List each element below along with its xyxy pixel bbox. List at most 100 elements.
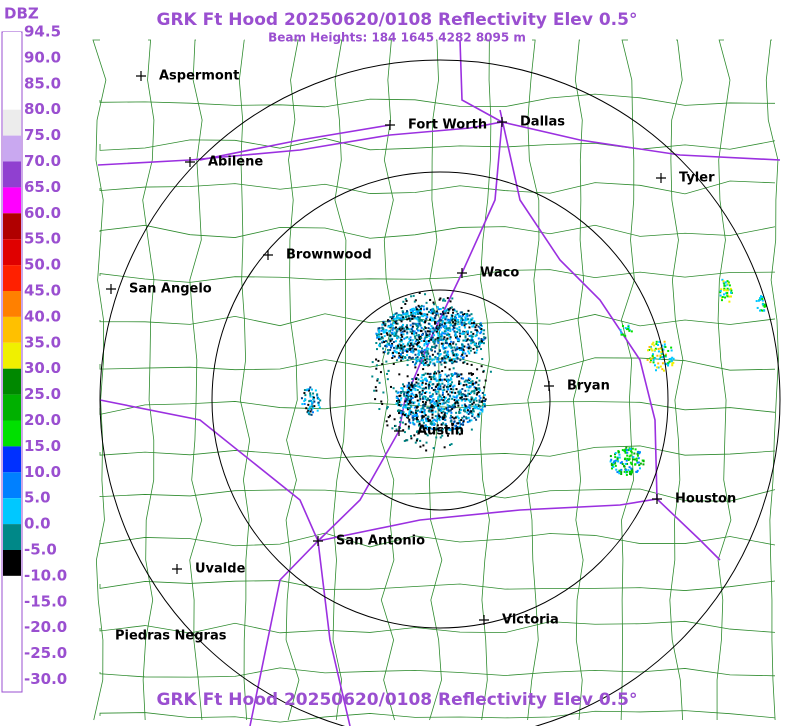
echo-pixel [443, 330, 446, 333]
echo-pixel [303, 402, 306, 405]
echo-pixel [452, 321, 455, 324]
echo-pixel [399, 426, 402, 429]
echo-pixel [453, 384, 456, 387]
echo-pixel [438, 371, 441, 374]
echo-pixel [480, 400, 483, 403]
echo-pixel [402, 383, 405, 386]
echo-pixel [441, 428, 444, 431]
echo-pixel [378, 338, 381, 341]
legend-label: 35.0 [24, 333, 61, 351]
county-line [92, 39, 107, 721]
echo-pixel [609, 455, 612, 458]
echo-pixel [410, 384, 413, 387]
echo-pixel [464, 316, 467, 319]
echo-pixel [450, 388, 453, 391]
echo-pixel [444, 312, 447, 315]
echo-pixel [386, 349, 389, 352]
echo-pixel [473, 382, 476, 385]
echo-pixel [443, 413, 446, 416]
echo-pixel [407, 407, 410, 410]
echo-pixel [426, 406, 429, 409]
echo-pixel [418, 338, 421, 341]
echo-pixel [424, 386, 427, 389]
legend-swatch [3, 239, 21, 266]
echo-pixel [614, 459, 617, 462]
echo-pixel [307, 409, 310, 412]
echo-pixel [437, 387, 440, 390]
echo-pixel [438, 329, 441, 332]
echo-pixel [654, 357, 657, 360]
echo-pixel [442, 299, 445, 302]
echo-pixel [631, 447, 634, 450]
county-line [99, 488, 776, 502]
echo-pixel [475, 393, 478, 396]
echo-pixel [415, 406, 418, 409]
echo-pixel [638, 464, 641, 467]
echo-pixel [427, 385, 430, 388]
echo-pixel [458, 410, 461, 413]
echo-pixel [469, 404, 472, 407]
echo-pixel [450, 340, 453, 343]
echo-pixel [469, 400, 472, 403]
echo-pixel [433, 329, 436, 332]
echo-pixel [408, 337, 411, 340]
echo-pixel [433, 303, 436, 306]
echo-pixel [463, 345, 466, 348]
echo-pixel [477, 391, 480, 394]
echo-pixel [461, 404, 464, 407]
echo-pixel [450, 306, 453, 309]
echo-pixel [452, 391, 455, 394]
echo-pixel [632, 458, 635, 461]
echo-pixel [411, 317, 414, 320]
echo-pixel [458, 392, 461, 395]
echo-pixel [415, 412, 418, 415]
echo-pixel [651, 354, 654, 357]
echo-pixel [393, 333, 396, 336]
echo-pixel [399, 314, 402, 317]
echo-pixel [442, 306, 445, 309]
echo-pixel [454, 401, 457, 404]
echo-pixel [408, 420, 411, 423]
echo-pixel [411, 330, 414, 333]
echo-pixel [312, 396, 315, 399]
city-label: Abilene [208, 155, 263, 170]
echo-pixel [657, 366, 660, 369]
echo-pixel [451, 346, 454, 349]
echo-pixel [411, 325, 414, 328]
echo-pixel [455, 360, 458, 363]
echo-pixel [630, 451, 633, 454]
echo-pixel [429, 395, 432, 398]
echo-pixel [761, 296, 764, 299]
echo-pixel [412, 312, 415, 315]
echo-pixel [378, 331, 381, 334]
echo-pixel [443, 360, 446, 363]
echo-pixel [422, 315, 425, 318]
city-marker [136, 71, 146, 81]
echo-pixel [416, 345, 419, 348]
echo-pixel [425, 332, 428, 335]
echo-pixel [310, 405, 313, 408]
echo-pixel [427, 410, 430, 413]
echo-pixel [481, 406, 484, 409]
legend-label: 90.0 [24, 48, 61, 66]
echo-pixel [410, 350, 413, 353]
echo-pixel [445, 356, 448, 359]
city-marker [106, 284, 116, 294]
echo-pixel [461, 319, 464, 322]
echo-pixel [441, 339, 444, 342]
echo-pixel [447, 400, 450, 403]
echo-pixel [406, 332, 409, 335]
echo-pixel [469, 322, 472, 325]
echo-pixel [307, 411, 310, 414]
echo-pixel [387, 325, 390, 328]
echo-pixel [387, 416, 390, 419]
echo-pixel [434, 317, 437, 320]
echo-pixel [468, 399, 471, 402]
echo-pixel [720, 299, 723, 302]
city-marker [479, 615, 489, 625]
echo-pixel [624, 327, 627, 330]
echo-pixel [406, 348, 409, 351]
legend-swatch [3, 213, 21, 240]
echo-pixel [441, 317, 444, 320]
echo-pixel [408, 385, 411, 388]
